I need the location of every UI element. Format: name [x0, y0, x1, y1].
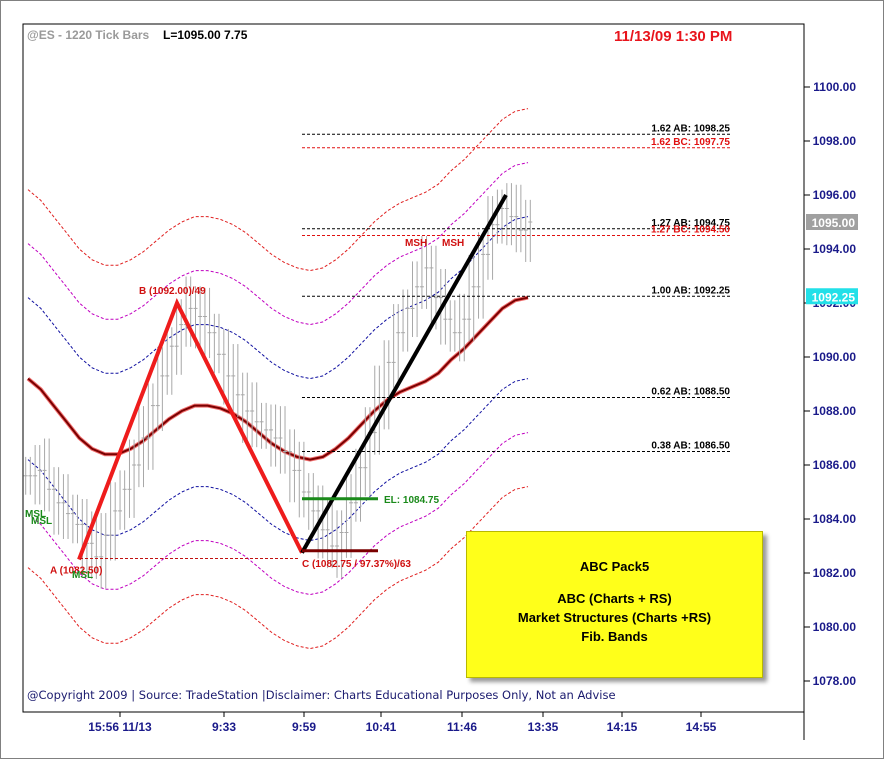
x-tick-label: 11:46: [447, 720, 477, 734]
y-tick-label: 1098.00: [813, 134, 857, 148]
point-a-label: A (1082.50): [50, 566, 102, 577]
info-line-2: Market Structures (Charts +RS): [517, 610, 712, 625]
y-tick-label: 1100.00: [813, 80, 856, 94]
fib-band-envelope: [27, 162, 529, 326]
y-tick-label: 1094.00: [813, 242, 857, 256]
y-tick-label: 1080.00: [813, 620, 857, 634]
msl-label: MSL: [31, 516, 52, 527]
info-title: ABC Pack5: [579, 559, 650, 574]
info-box: ABC Pack5 ABC (Charts + RS) Market Struc…: [466, 531, 763, 678]
point-b-label: B (1092.00)/49: [139, 286, 206, 297]
msh-label: MSH: [405, 238, 427, 249]
fib-level-label: 1.62 BC: 1097.75: [651, 137, 730, 148]
fib-band-envelope: [27, 216, 529, 380]
abc-leg-line: [77, 298, 304, 561]
y-tick-label: 1088.00: [813, 404, 857, 418]
y-tick-label: 1078.00: [813, 674, 857, 688]
timestamp: 11/13/09 1:30 PM: [614, 28, 733, 45]
x-tick-label: 10:41: [366, 720, 397, 734]
fib-level-label: 1.62 AB: 1098.25: [651, 123, 730, 134]
y-tick-label: 1090.00: [813, 350, 857, 364]
info-line-3: Fib. Bands: [581, 629, 648, 644]
copyright-note: @Copyright 2009 | Source: TradeStation |…: [27, 688, 616, 702]
fib-band-center: [27, 296, 529, 461]
y-tick-label: 1084.00: [813, 512, 857, 526]
fib-level-label: 0.62 AB: 1088.50: [651, 387, 730, 398]
msl-label: MSL: [25, 509, 46, 520]
x-tick-label: 9:59: [292, 720, 316, 734]
x-tick-label: 9:33: [212, 720, 236, 734]
x-tick-label: 14:15: [607, 720, 638, 734]
price-badge: [806, 214, 858, 230]
y-tick-label: 1086.00: [813, 458, 857, 472]
info-line-1: ABC (Charts + RS): [557, 591, 672, 606]
fib-level-label: 1.27 AB: 1094.75: [651, 218, 730, 229]
y-tick-label: 1082.00: [813, 566, 857, 580]
price-badge-label: 1092.25: [812, 290, 856, 304]
msl-label: MSL: [72, 570, 93, 581]
x-tick-label: 15:56 11/13: [88, 720, 152, 734]
fib-level-label: 0.38 AB: 1086.50: [651, 441, 730, 452]
y-tick-label: 1096.00: [813, 188, 857, 202]
symbol-label: @ES - 1220 Tick Bars: [27, 28, 150, 42]
fib-band-envelope: [27, 432, 529, 596]
x-tick-label: 13:35: [528, 720, 559, 734]
fib-level-label: 1.27 BC: 1094.50: [651, 225, 730, 236]
x-tick-label: 14:55: [686, 720, 717, 734]
fib-level-label: 1.00 AB: 1092.25: [651, 285, 730, 296]
entry-level-label: EL: 1084.75: [384, 495, 439, 506]
msh-label: MSH: [442, 238, 464, 249]
cd-leg-line: [300, 194, 508, 554]
fib-band-envelope: [27, 486, 529, 650]
last-price-label: L=1095.00 7.75: [163, 28, 248, 42]
point-c-label: C (1082.75 / 97.37%)/63: [302, 559, 411, 570]
price-badge: [806, 288, 858, 305]
fib-band-envelope: [27, 108, 529, 272]
price-badge-label: 1095.00: [812, 216, 856, 230]
